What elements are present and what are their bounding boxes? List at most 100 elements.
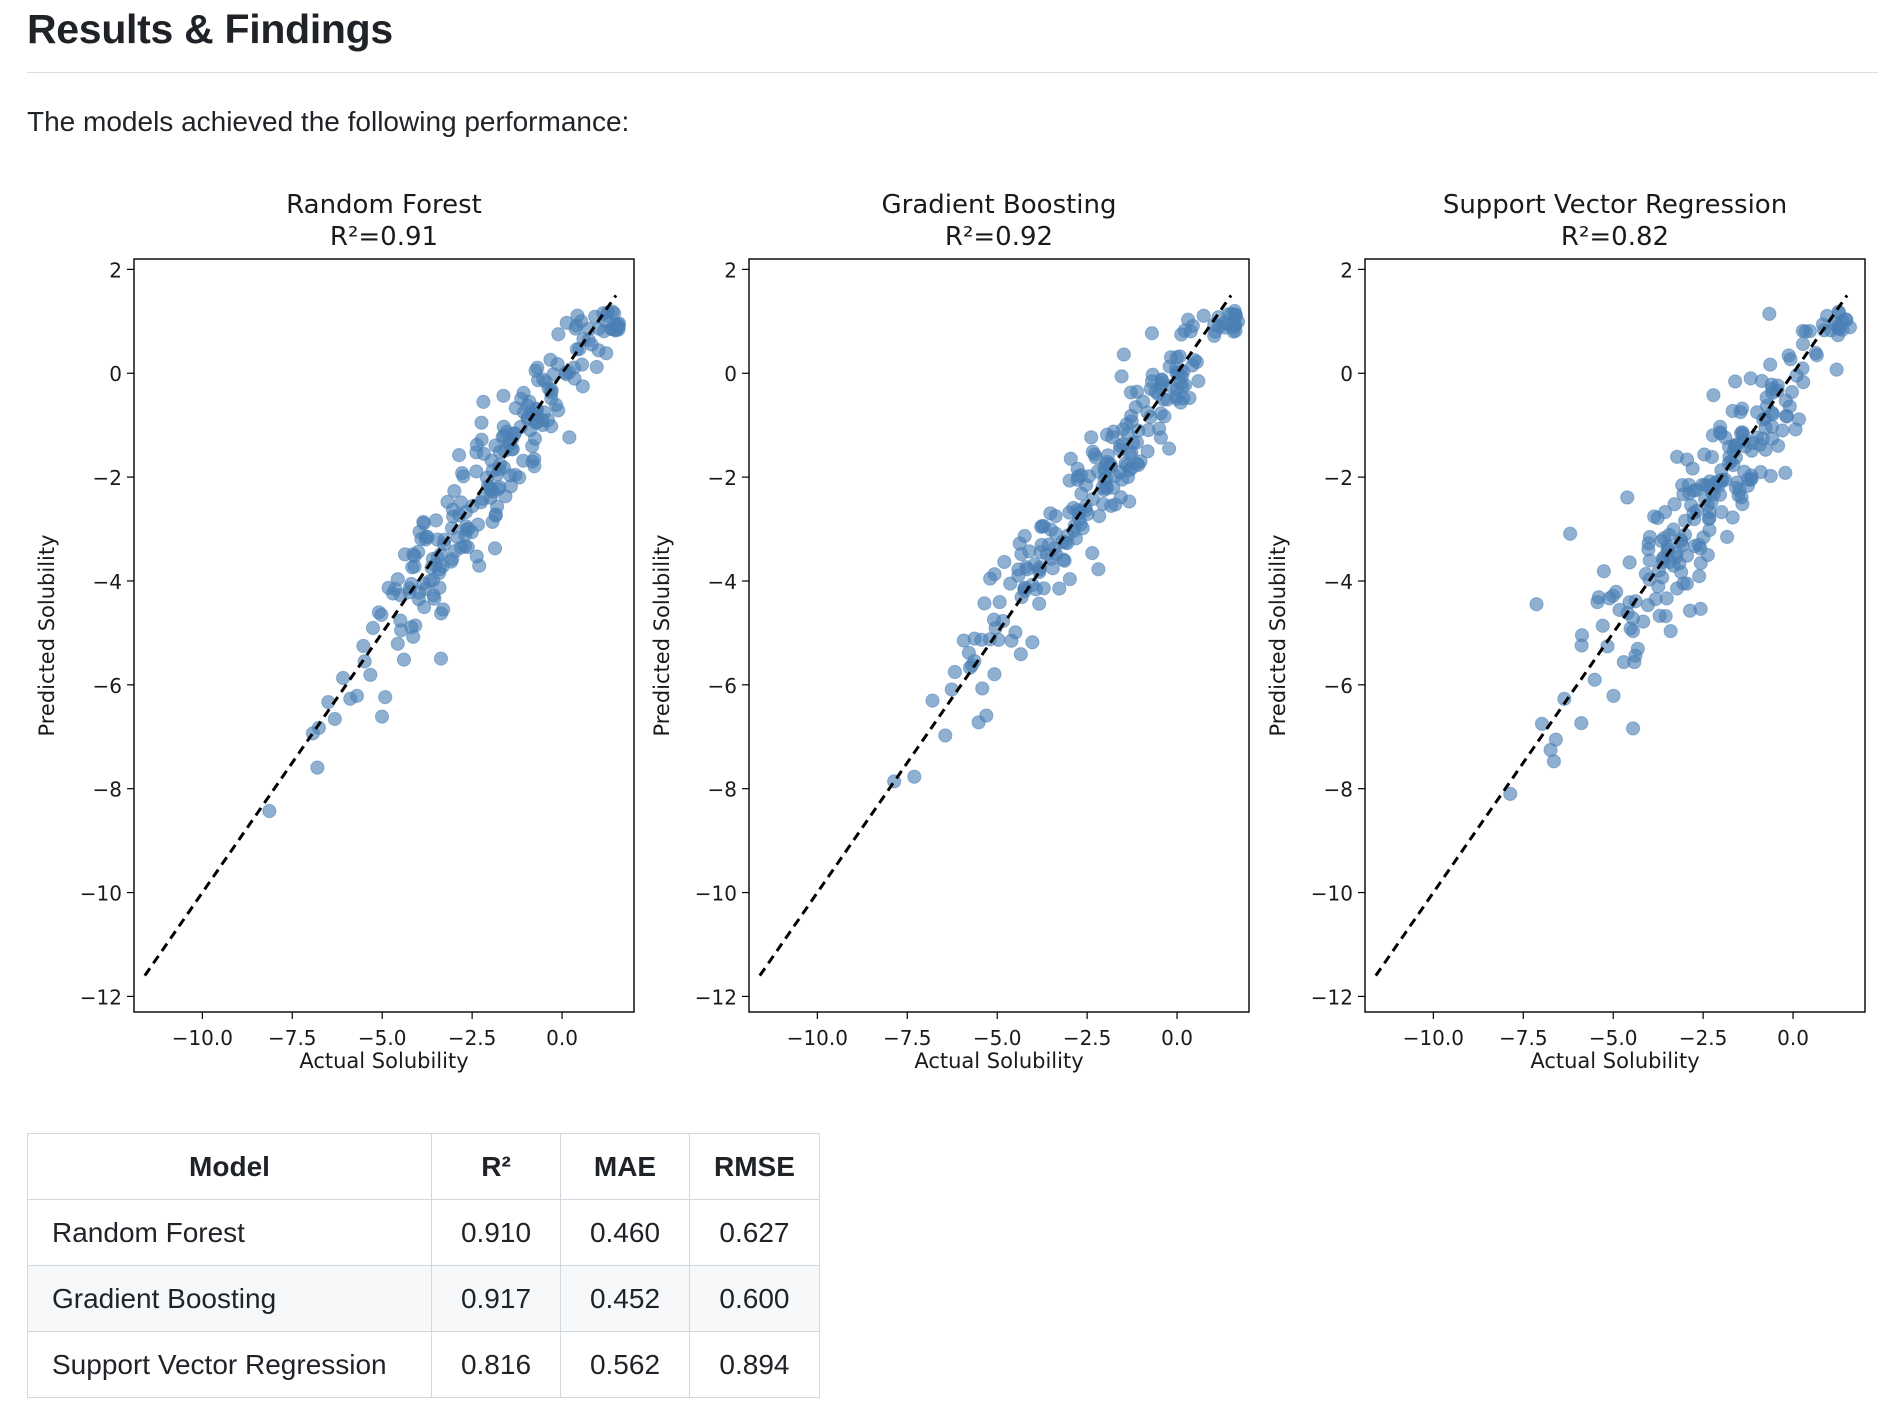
scatter-point: [987, 667, 1002, 682]
scatter-point: [1140, 444, 1155, 459]
scatter-point: [464, 524, 479, 540]
cell-rmse: 0.600: [689, 1265, 820, 1332]
scatter-point: [349, 688, 365, 703]
scatter-point: [1124, 461, 1139, 476]
scatter-point: [496, 388, 511, 403]
scatter-point: [1675, 478, 1690, 493]
chart-subtitle: R²=0.82: [1561, 222, 1669, 252]
scatter-point: [997, 554, 1012, 570]
scatter-point: [1025, 635, 1040, 650]
x-tick-label: −10.0: [1403, 1026, 1464, 1050]
scatter-point: [1700, 547, 1715, 563]
scatter-point: [1693, 601, 1708, 616]
scatter-point: [1062, 571, 1077, 587]
plot-frame: [133, 258, 635, 1013]
scatter-point: [440, 494, 455, 510]
scatter-point: [1115, 422, 1131, 437]
scatter-point: [1180, 312, 1196, 327]
scatter-point: [1754, 373, 1769, 389]
scatter-point: [1099, 481, 1115, 496]
scatter-point: [947, 664, 962, 680]
scatter-point: [550, 357, 565, 372]
cell-model: Gradient Boosting: [27, 1265, 432, 1332]
scatter-point: [378, 690, 393, 705]
y-tick-label: −4: [708, 570, 737, 594]
scatter-point: [433, 651, 449, 666]
scatter-point: [1587, 672, 1602, 687]
identity-reference-line: [758, 294, 1233, 977]
scatter-point: [1071, 469, 1086, 484]
y-tick-label: 0: [109, 362, 122, 386]
scatter-point: [1625, 624, 1641, 639]
table-row: Support Vector Regression 0.816 0.562 0.…: [27, 1331, 820, 1398]
x-tick-label: 0.0: [546, 1026, 578, 1050]
scatter-point: [1606, 688, 1621, 703]
scatter-point: [327, 711, 342, 727]
scatter-point: [1625, 721, 1641, 736]
scatter-point: [1013, 647, 1028, 662]
scatter-point: [1056, 552, 1071, 567]
scatter-point: [1784, 384, 1800, 400]
cell-r2: 0.910: [431, 1199, 561, 1266]
scatter-point: [374, 607, 389, 622]
identity-reference-line: [143, 294, 618, 977]
scatter-point: [1798, 324, 1813, 339]
scatter-point: [536, 372, 551, 387]
scatter-point: [1729, 437, 1744, 452]
scatter-point: [396, 652, 412, 667]
y-tick-label: 0: [724, 362, 737, 386]
cell-model: Support Vector Regression: [27, 1331, 432, 1398]
scatter-point: [446, 509, 461, 524]
x-tick-label: −2.5: [1063, 1026, 1112, 1050]
scatter-point: [310, 760, 325, 775]
scatter-point: [1563, 526, 1578, 541]
scatter-point: [599, 346, 614, 361]
scatter-point: [472, 558, 487, 573]
scatter-point: [1173, 395, 1188, 410]
scatter-point: [1735, 497, 1750, 512]
table-header-row: Model R² MAE RMSE: [27, 1133, 820, 1200]
scatter-point: [365, 620, 381, 636]
scatter-point: [1063, 451, 1078, 466]
scatter-point: [1124, 408, 1139, 424]
scatter-point: [979, 708, 994, 723]
scatter-point: [1014, 547, 1029, 562]
column-header-rmse: RMSE: [689, 1133, 820, 1200]
scatter-point: [1084, 430, 1099, 445]
scatter-point: [1778, 465, 1793, 480]
scatter-point: [1027, 557, 1043, 572]
scatter-point: [576, 331, 591, 347]
scatter-point: [1073, 516, 1088, 532]
scatter-point: [404, 620, 419, 635]
scatter-point: [1687, 512, 1702, 527]
scatter-point: [1004, 633, 1019, 648]
cell-mae: 0.562: [560, 1331, 690, 1398]
scatter-point: [1683, 498, 1699, 513]
scatter-point: [1829, 362, 1844, 377]
scatter-point: [390, 636, 405, 651]
scatter-point: [1011, 568, 1026, 583]
scatter-point: [551, 403, 566, 418]
x-tick-label: −10.0: [172, 1026, 233, 1050]
scatter-point: [1764, 419, 1780, 434]
scatter-point: [1036, 581, 1051, 596]
scatter-point: [490, 467, 505, 482]
scatter-point: [1679, 548, 1695, 563]
scatter-point: [938, 728, 953, 743]
scatter-point: [1129, 435, 1145, 450]
scatter-point: [1035, 518, 1050, 534]
scatter-point: [1153, 430, 1168, 445]
chart-title: Support Vector Regression: [1443, 190, 1787, 220]
y-tick-label: −6: [1324, 674, 1353, 698]
scatter-point: [1096, 496, 1111, 512]
y-tick-label: −2: [708, 466, 737, 490]
scatter-point: [1667, 497, 1682, 512]
scatter-point: [1702, 504, 1717, 519]
scatter-point: [1704, 449, 1720, 465]
scatter-point: [551, 327, 566, 342]
scatter-point: [1122, 446, 1137, 462]
x-axis-label: Actual Solubility: [299, 1049, 468, 1073]
